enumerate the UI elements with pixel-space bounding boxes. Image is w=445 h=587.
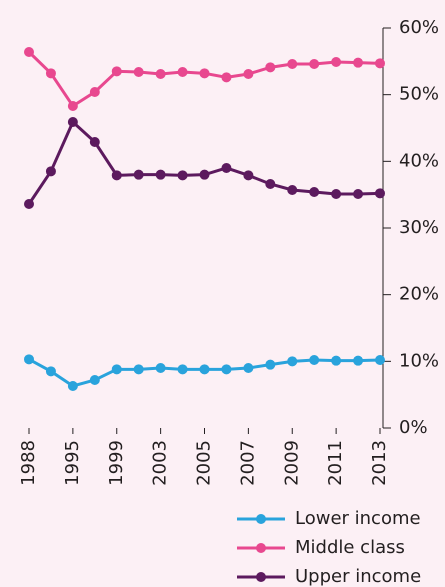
data-point [133, 364, 144, 375]
data-point [353, 189, 364, 199]
data-point [67, 117, 78, 127]
legend-swatch-dot [256, 514, 266, 524]
data-point [155, 69, 166, 79]
series-line [27, 50, 381, 109]
legend-label: Middle class [295, 537, 405, 558]
x-tick-label: 2009 [281, 440, 302, 486]
data-point [199, 169, 210, 180]
data-point [331, 355, 342, 366]
data-point [243, 69, 254, 79]
data-point [309, 187, 320, 197]
data-point [24, 47, 34, 57]
legend-label: Lower income [295, 508, 421, 529]
data-point [331, 57, 342, 67]
data-point [155, 363, 166, 373]
data-point [177, 170, 188, 181]
data-point [287, 59, 298, 69]
data-point [287, 185, 298, 195]
data-point [111, 66, 122, 77]
data-point [111, 364, 122, 375]
data-point [89, 87, 100, 97]
data-point [221, 364, 232, 375]
data-point [199, 68, 210, 79]
x-tick-label: 2005 [194, 440, 215, 486]
data-point [24, 354, 34, 365]
data-point [265, 179, 276, 189]
data-point [177, 67, 188, 77]
data-point [89, 375, 100, 385]
data-point [375, 355, 385, 365]
data-point [221, 163, 232, 173]
y-tick-label: 10% [399, 350, 439, 371]
data-point [45, 366, 56, 377]
data-point [331, 189, 342, 199]
legend-swatch-dot [256, 572, 266, 582]
data-point [24, 199, 34, 209]
x-tick-label: 2003 [150, 440, 171, 486]
y-tick-label: 40% [399, 150, 439, 171]
y-tick-label: 30% [399, 217, 439, 238]
data-point [353, 57, 364, 68]
data-point [133, 169, 144, 180]
data-point [243, 170, 254, 181]
data-point [177, 364, 188, 375]
data-point [155, 169, 166, 180]
x-tick-label: 2007 [237, 440, 258, 486]
y-tick-label: 60% [399, 17, 439, 38]
data-point [133, 67, 144, 77]
data-point [111, 170, 122, 181]
data-point [67, 101, 78, 111]
data-point [287, 356, 298, 367]
data-point [265, 62, 276, 73]
data-point [45, 166, 56, 177]
series-line [27, 119, 381, 205]
data-point [221, 72, 232, 83]
data-point [243, 363, 254, 373]
data-point [265, 359, 276, 370]
data-point [375, 188, 385, 199]
y-tick-label: 0% [399, 417, 428, 438]
y-tick-label: 20% [399, 284, 439, 305]
y-tick-label: 50% [399, 84, 439, 105]
legend-swatch-dot [256, 543, 266, 553]
x-tick-label: 1995 [62, 440, 83, 486]
data-point [89, 137, 100, 147]
x-tick-label: 1988 [18, 440, 39, 486]
x-tick-label: 2013 [369, 440, 390, 486]
x-tick-label: 1999 [106, 440, 127, 486]
legend-label: Upper income [295, 566, 421, 587]
data-point [353, 355, 364, 366]
data-point [375, 58, 385, 69]
data-point [199, 364, 210, 375]
data-point [45, 68, 56, 79]
x-tick-label: 2011 [325, 440, 346, 486]
data-point [67, 381, 78, 391]
data-point [309, 355, 320, 365]
data-point [309, 59, 320, 69]
